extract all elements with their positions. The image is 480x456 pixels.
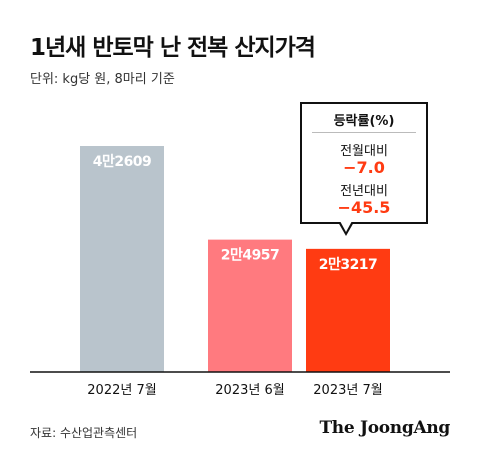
x-tick-label-1: 2022년 7월 — [87, 383, 156, 398]
yoy-label: 전년대비 — [340, 184, 388, 199]
callout-pointer-fill — [340, 221, 352, 232]
callout-divider — [312, 132, 416, 133]
unit-note: 단위: kg당 원, 8마리 기준 — [30, 72, 175, 87]
source-note: 자료: 수산업관측센터 — [30, 426, 138, 440]
mom-value: −7.0 — [343, 158, 385, 177]
bar-value-label-3: 2만3217 — [319, 257, 378, 273]
change-rate-callout: 등락률(%) 전월대비 −7.0 전년대비 −45.5 — [300, 102, 428, 224]
callout-title: 등락률(%) — [333, 114, 395, 129]
bar-1 — [80, 146, 164, 372]
x-tick-label-3: 2023년 7월 — [313, 383, 382, 398]
bar-value-label-1: 4만2609 — [93, 154, 152, 170]
yoy-value: −45.5 — [337, 198, 391, 217]
bar-3 — [306, 248, 390, 372]
x-tick-label-2: 2023년 6월 — [215, 383, 284, 398]
chart-title: 1년새 반토막 난 전복 산지가격 — [30, 35, 316, 61]
bar-2 — [208, 239, 292, 372]
mom-label: 전월대비 — [340, 144, 388, 159]
bar-value-label-2: 2만4957 — [221, 248, 280, 264]
publisher-logo: The JoongAng — [319, 418, 450, 438]
